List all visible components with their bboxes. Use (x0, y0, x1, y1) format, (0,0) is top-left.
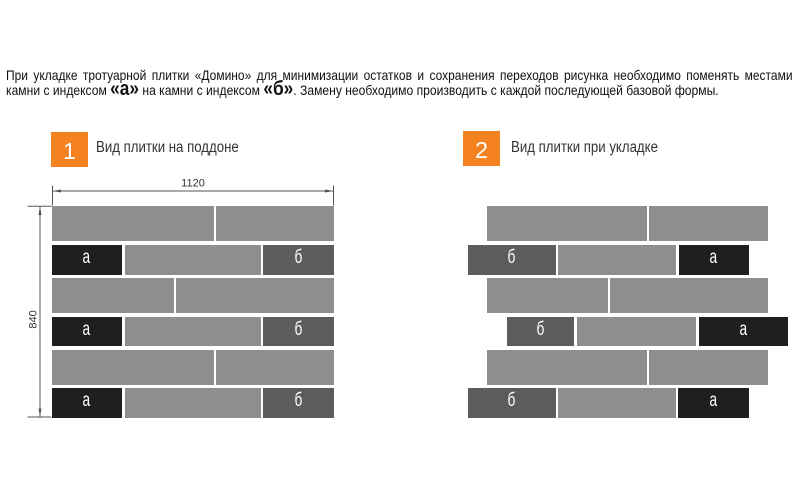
svg-text:840: 840 (28, 310, 40, 328)
svg-text:1120: 1120 (181, 178, 205, 190)
